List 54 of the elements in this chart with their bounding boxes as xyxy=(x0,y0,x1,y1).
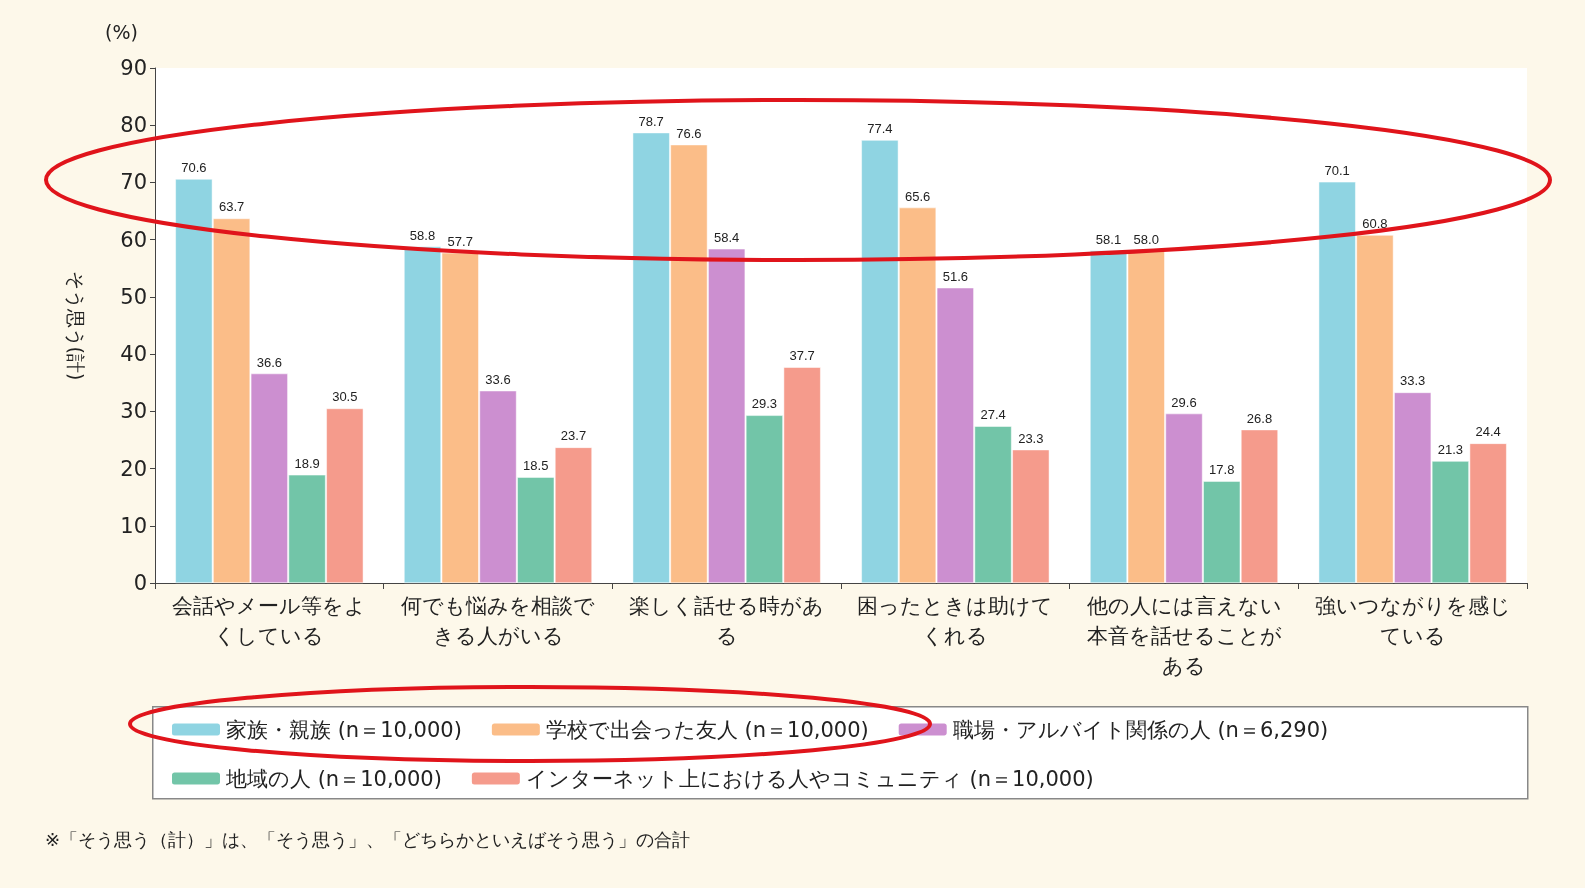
data-label: 58.1 xyxy=(1095,231,1122,247)
data-label: 51.6 xyxy=(942,268,968,284)
y-tick-label: 70 xyxy=(120,170,147,195)
data-label: 33.6 xyxy=(485,371,511,387)
data-label: 70.6 xyxy=(181,160,207,176)
legend-label: インターネット上における人やコミュニティ (n＝10,000) xyxy=(525,766,1094,791)
y-tick-label: 40 xyxy=(120,342,147,367)
legend-label: 学校で出会った友人 (n＝10,000) xyxy=(545,717,869,742)
data-label: 58.8 xyxy=(409,227,436,243)
data-label: 27.4 xyxy=(980,407,1006,423)
data-label: 23.3 xyxy=(1018,430,1044,446)
y-tick-label: 20 xyxy=(120,456,147,481)
text: (%) xyxy=(105,20,138,43)
x-tick-label: 楽しく話せる時がある xyxy=(629,594,825,648)
y-tick-label: 30 xyxy=(120,399,147,424)
x-tick-label: 何でも悩みを相談できる人がいる xyxy=(401,594,595,648)
data-label: 21.3 xyxy=(1437,442,1464,458)
data-label: 18.5 xyxy=(523,458,549,474)
data-label: 23.7 xyxy=(560,428,587,444)
data-label: 76.6 xyxy=(676,125,702,141)
x-tick-label: 強いつながりを感じている xyxy=(1314,594,1511,648)
data-label: 37.7 xyxy=(789,348,815,364)
legend-label: 家族・親族 (n＝10,000) xyxy=(226,717,462,742)
data-label: 77.4 xyxy=(867,121,893,137)
data-label: 63.7 xyxy=(218,199,245,215)
x-tick-label: 会話やメール等をよくしている xyxy=(172,594,367,648)
data-label: 58.4 xyxy=(714,229,740,245)
data-label: 36.6 xyxy=(256,354,282,370)
data-label: 26.8 xyxy=(1246,410,1273,426)
y-tick-label: 0 xyxy=(133,571,147,595)
y-tick-label: 80 xyxy=(120,113,147,138)
data-label: 60.8 xyxy=(1362,216,1388,232)
text: ※「そう思う（計）」は、「そう思う」、「どちらかといえばそう思う」の合計 xyxy=(45,828,691,850)
legend-label: 地域の人 (n＝10,000) xyxy=(225,766,442,791)
x-tick-label: 他の人には言えない本音を話せることがある xyxy=(1086,594,1282,678)
data-label: 78.7 xyxy=(638,113,664,129)
data-label: 18.9 xyxy=(294,455,320,471)
data-label: 24.4 xyxy=(1475,424,1501,440)
data-label: 58.0 xyxy=(1133,232,1159,248)
data-label: 30.5 xyxy=(332,389,358,405)
y-tick-label: 90 xyxy=(120,56,147,80)
data-label: 29.3 xyxy=(751,396,778,412)
y-axis-title: そう思う(計) xyxy=(64,270,87,381)
x-tick-label: 困ったときは助けてくれる xyxy=(857,594,1054,648)
y-tick-label: 50 xyxy=(120,284,147,309)
data-label: 57.7 xyxy=(447,233,473,249)
legend-label: 職場・アルバイト関係の人 (n＝6,290) xyxy=(952,717,1329,742)
data-label: 33.3 xyxy=(1400,373,1426,389)
data-label: 70.1 xyxy=(1324,162,1350,178)
data-label: 17.8 xyxy=(1209,462,1235,478)
y-tick-label: 10 xyxy=(120,513,147,538)
data-label: 29.6 xyxy=(1171,394,1197,410)
y-tick-label: 60 xyxy=(120,227,147,252)
data-label: 65.6 xyxy=(904,188,931,204)
